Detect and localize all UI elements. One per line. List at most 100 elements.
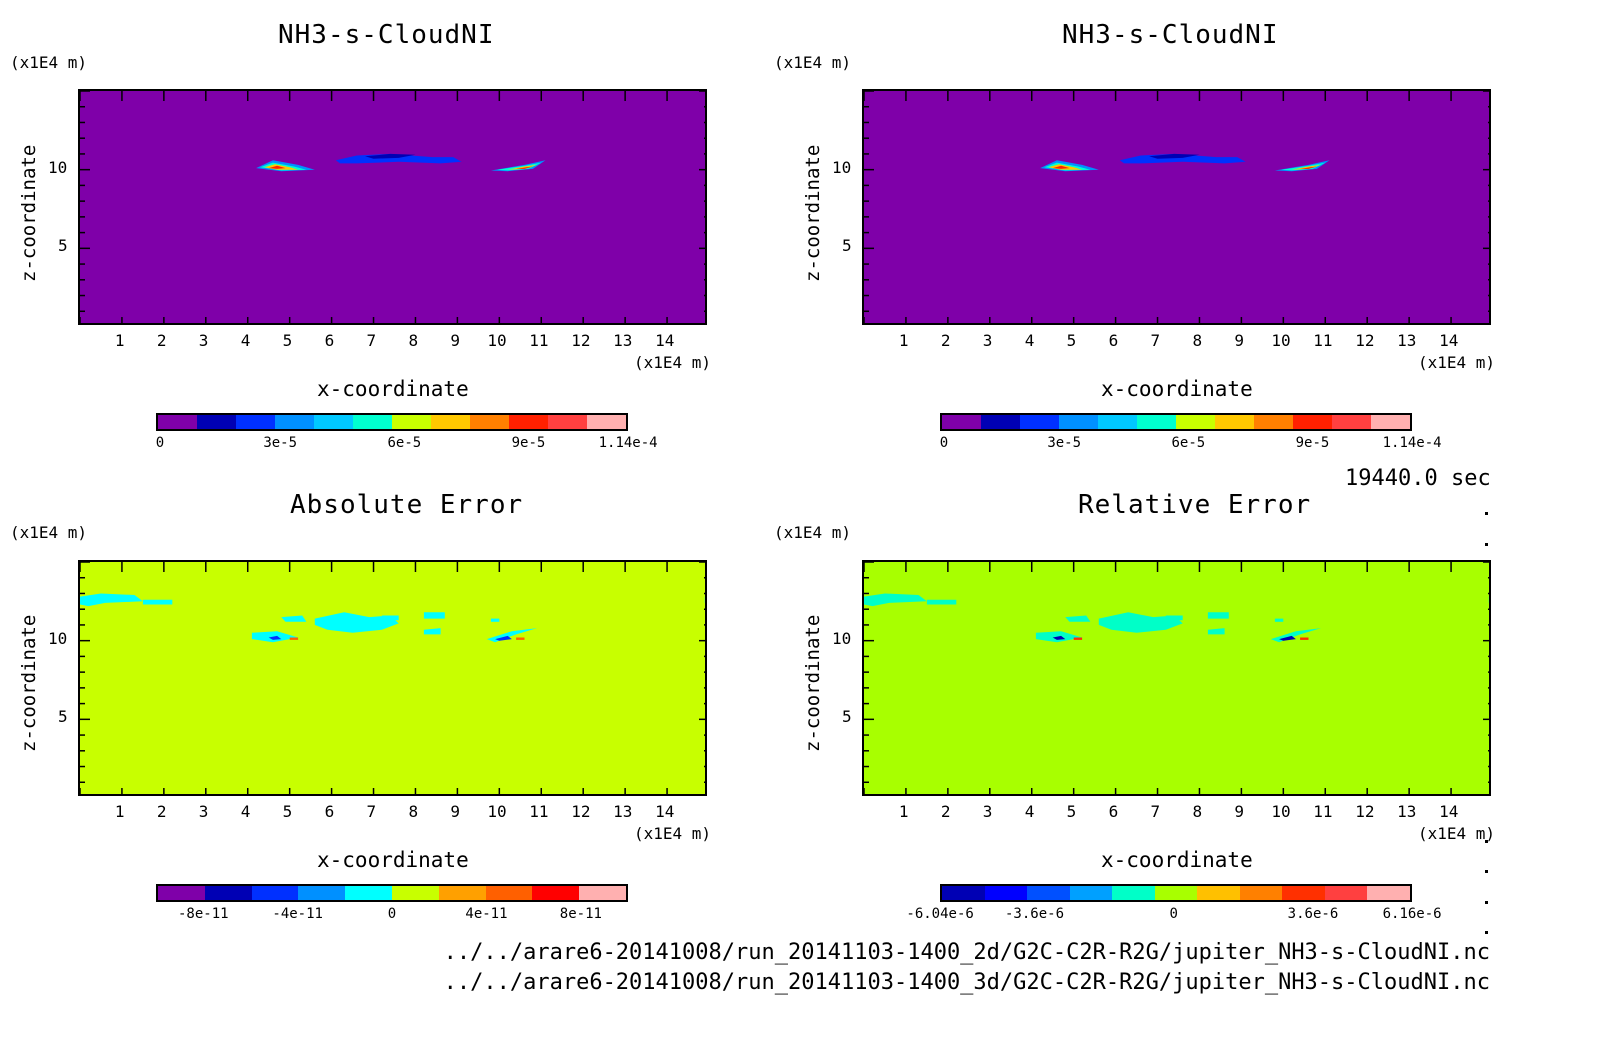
panel4-colorbar (940, 884, 1412, 902)
cloud-region (1274, 160, 1330, 172)
error-region (314, 612, 399, 633)
x-tick-label: 8 (1192, 331, 1203, 350)
colorbar-segment (1176, 415, 1215, 429)
error-features (864, 593, 1489, 643)
panel3-y-unit: (x1E4 m) (10, 523, 88, 542)
colorbar-segment (1098, 415, 1137, 429)
cloud-region (1291, 164, 1322, 170)
error-features (80, 593, 705, 643)
x-tick-label: 7 (366, 331, 377, 350)
x-tick-label: 12 (1355, 802, 1375, 821)
colorbar-tick-label: -3.6e-6 (1005, 906, 1065, 922)
cloud-region (268, 165, 286, 169)
x-tick-label: 1 (114, 331, 125, 350)
colorbar-tick-label: 0 (939, 435, 949, 451)
panel1-plot-area (78, 89, 707, 325)
colorbar-tick-label: 6.16e-6 (1382, 906, 1442, 922)
colorbar-segment (1215, 415, 1254, 429)
colorbar-segment (1254, 415, 1293, 429)
colorbar-segment (158, 886, 205, 900)
edge-dot (1485, 901, 1488, 904)
x-tick-label: 3 (982, 802, 993, 821)
error-region (495, 635, 512, 641)
y-tick-label: 5 (58, 707, 68, 727)
error-region (1073, 637, 1083, 640)
panel1-y-unit: (x1E4 m) (10, 53, 88, 72)
colorbar-segment (579, 886, 626, 900)
x-tick-label: 5 (1066, 802, 1077, 821)
tick-marks (80, 91, 705, 323)
colorbar-segment (1293, 415, 1332, 429)
x-tick-label: 14 (1439, 802, 1459, 821)
cloud-region (497, 162, 542, 171)
x-tick-label: 6 (1108, 802, 1119, 821)
colorbar-tick-label: 1.14e-4 (598, 435, 658, 451)
x-tick-label: 1 (114, 802, 125, 821)
panel1-x-unit: (x1E4 m) (634, 353, 712, 372)
panel4-plot-area (862, 560, 1491, 796)
x-tick-label: 10 (487, 331, 507, 350)
plot-svg (864, 562, 1489, 794)
x-tick-label: 12 (571, 331, 591, 350)
colorbar-segment (548, 415, 587, 429)
panel3-xlabel: x-coordinate (317, 848, 469, 872)
x-tick-label: 2 (940, 331, 951, 350)
x-tick-label: 11 (1313, 331, 1333, 350)
x-tick-label: 11 (529, 331, 549, 350)
x-tick-label: 4 (1024, 802, 1035, 821)
x-tick-label: 6 (1108, 331, 1119, 350)
panel4-x-unit: (x1E4 m) (1418, 824, 1496, 843)
colorbar-segment (509, 415, 548, 429)
time-label: 19440.0 sec (1345, 466, 1491, 491)
panel2-ylabel: z-coordinate (802, 144, 824, 282)
error-region (1300, 637, 1309, 640)
error-region (516, 637, 525, 640)
colorbar-segment (391, 886, 439, 900)
x-tick-label: 4 (240, 331, 251, 350)
x-tick-label: 1 (898, 331, 909, 350)
panel2-x-unit: (x1E4 m) (1418, 353, 1496, 372)
colorbar-segment (485, 886, 533, 900)
colorbar-segment (204, 886, 252, 900)
colorbar-segment (1027, 886, 1070, 900)
colorbar-tick-label: 9e-5 (511, 435, 546, 451)
error-region (1052, 635, 1066, 640)
error-region (423, 628, 441, 635)
error-region (281, 615, 307, 622)
colorbar-segment (532, 886, 580, 900)
x-tick-label: 5 (1066, 331, 1077, 350)
panel3-x-unit: (x1E4 m) (634, 824, 712, 843)
colorbar-tick-label: 3.6e-6 (1287, 906, 1339, 922)
x-tick-label: 7 (1150, 331, 1161, 350)
x-tick-label: 12 (1355, 331, 1375, 350)
x-tick-label: 9 (1234, 331, 1245, 350)
colorbar-segment (298, 886, 346, 900)
plot-svg (80, 562, 705, 794)
error-region (486, 628, 538, 643)
x-tick-label: 8 (408, 331, 419, 350)
colorbar-segment (942, 415, 981, 429)
tick-marks (80, 562, 705, 794)
panel4-xlabel: x-coordinate (1101, 848, 1253, 872)
colorbar-segment (1020, 415, 1059, 429)
colorbar-segment (1332, 415, 1371, 429)
x-tick-label: 4 (1024, 331, 1035, 350)
plot-svg (80, 91, 705, 323)
error-region (423, 612, 445, 619)
colorbar-segment (392, 415, 431, 429)
colorbar-tick-label: 9e-5 (1295, 435, 1330, 451)
x-tick-label: 2 (940, 802, 951, 821)
x-tick-label: 9 (450, 802, 461, 821)
panel2-plot-area (862, 89, 1491, 325)
x-tick-label: 4 (240, 802, 251, 821)
colorbar-tick-label: 8e-11 (559, 906, 602, 922)
error-region (490, 618, 500, 622)
x-tick-label: 3 (982, 331, 993, 350)
cloud-features (256, 153, 546, 172)
panel1-xlabel: x-coordinate (317, 377, 469, 401)
cloud-region (507, 164, 538, 170)
x-tick-label: 2 (156, 802, 167, 821)
x-tick-label: 6 (324, 802, 335, 821)
colorbar-segment (1282, 886, 1325, 900)
colorbar-segment (981, 415, 1020, 429)
